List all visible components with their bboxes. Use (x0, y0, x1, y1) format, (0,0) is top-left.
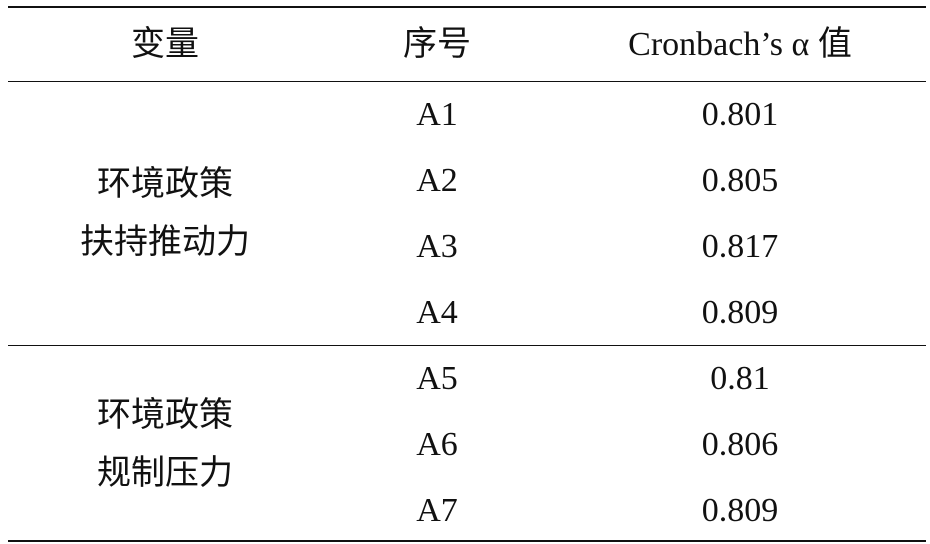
alpha-value: 0.805 (701, 162, 779, 199)
header-rule (8, 81, 926, 82)
alpha-value: 0.806 (701, 426, 779, 463)
alpha-value: 0.809 (701, 294, 779, 331)
alpha-value: 0.801 (701, 96, 779, 133)
top-rule (8, 6, 926, 8)
bottom-rule (8, 540, 926, 542)
item-code: A4 (416, 294, 458, 331)
header-cell: 变量 (131, 26, 199, 63)
item-code: A5 (416, 360, 458, 397)
variable-name: 环境政策 (97, 166, 233, 203)
item-code: A1 (416, 96, 458, 133)
variable-name: 环境政策 (97, 397, 233, 434)
header-cell: 序号 (403, 26, 471, 63)
variable-name: 扶持推动力 (80, 224, 250, 261)
item-code: A7 (416, 492, 458, 529)
alpha-value: 0.81 (710, 360, 770, 397)
variable-name: 规制压力 (97, 455, 233, 492)
header-cell: Cronbach’s α 值 (628, 26, 852, 63)
alpha-value: 0.809 (701, 492, 779, 529)
item-code: A2 (416, 162, 458, 199)
group-rule (8, 345, 926, 346)
alpha-value: 0.817 (701, 228, 779, 265)
item-code: A6 (416, 426, 458, 463)
item-code: A3 (416, 228, 458, 265)
